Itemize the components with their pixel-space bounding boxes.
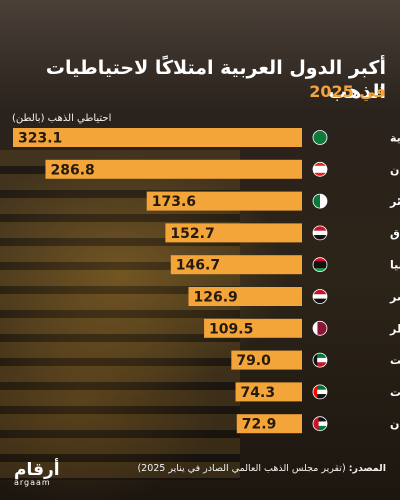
category-label: الأردن — [390, 417, 400, 431]
bar-value-label: 126.9 — [193, 290, 237, 306]
category-label: الجزائر — [389, 195, 400, 208]
flag-border — [312, 130, 328, 145]
bar — [204, 318, 302, 338]
algeria-flag-icon — [313, 194, 327, 209]
flag-border — [312, 161, 328, 177]
category-label: قطر — [389, 322, 400, 335]
unit-label: احتياطي الذهب (بالطن) — [12, 113, 112, 124]
category-label: مصر — [389, 291, 400, 304]
bar-value-label: 74.3 — [241, 385, 276, 401]
bar — [165, 223, 302, 243]
bar-value-label: 109.5 — [209, 321, 253, 337]
category-label: الكويت — [390, 354, 400, 367]
bar — [235, 382, 302, 402]
category-label: الإمارات — [390, 386, 400, 399]
chart-subtitle: في 2025 — [309, 82, 386, 101]
iraq-flag-icon — [313, 225, 327, 240]
lebanon-flag-icon — [313, 162, 327, 177]
brand-name-arabic: أرقام — [14, 460, 60, 480]
bar-value-label: 286.8 — [50, 162, 94, 178]
flag-border — [312, 193, 328, 209]
flag-border — [312, 416, 328, 432]
category-label: لبنان — [390, 163, 400, 176]
bar-value-label: 146.7 — [176, 258, 220, 274]
bar — [231, 350, 302, 370]
bar-value-label: 173.6 — [152, 194, 196, 210]
bar — [13, 128, 302, 147]
flag-border — [312, 384, 328, 400]
saudi-arabia-flag-icon — [313, 130, 327, 145]
bar-value-label: 72.9 — [242, 417, 277, 433]
flag-border — [312, 225, 328, 241]
flag-border — [312, 257, 328, 273]
libya-flag-icon — [313, 257, 327, 272]
source-note: المصدر: (تقرير مجلس الذهب العالمي الصادر… — [137, 463, 386, 474]
brand-name-english: argaam — [14, 478, 51, 487]
bar — [188, 287, 302, 306]
qatar-flag-icon — [313, 321, 327, 336]
flag-border — [312, 320, 328, 336]
bar-value-label: 79.0 — [236, 353, 271, 369]
bar — [236, 414, 302, 434]
category-label: العراق — [390, 227, 400, 240]
bar-value-label: 323.1 — [18, 131, 62, 147]
category-label: السعودية — [390, 132, 400, 145]
flag-border — [312, 289, 328, 304]
source-text: (تقرير مجلس الذهب العالمي الصادر في يناي… — [137, 463, 346, 474]
bar — [146, 191, 302, 211]
category-label: ليبيا — [390, 259, 400, 272]
jordan-flag-icon — [313, 416, 327, 431]
chart-title: أكبر الدول العربية امتلاكًا لاحتياطيات ا… — [45, 57, 386, 103]
flag-border — [312, 352, 328, 368]
bar — [170, 255, 302, 275]
source-label: المصدر: — [348, 463, 386, 474]
kuwait-flag-icon — [313, 353, 327, 368]
egypt-flag-icon — [313, 289, 327, 304]
bar — [45, 159, 302, 179]
bar-value-label: 152.7 — [170, 226, 214, 242]
uae-flag-icon — [313, 384, 327, 399]
argaam-logo: أرقام argaam — [14, 460, 74, 487]
